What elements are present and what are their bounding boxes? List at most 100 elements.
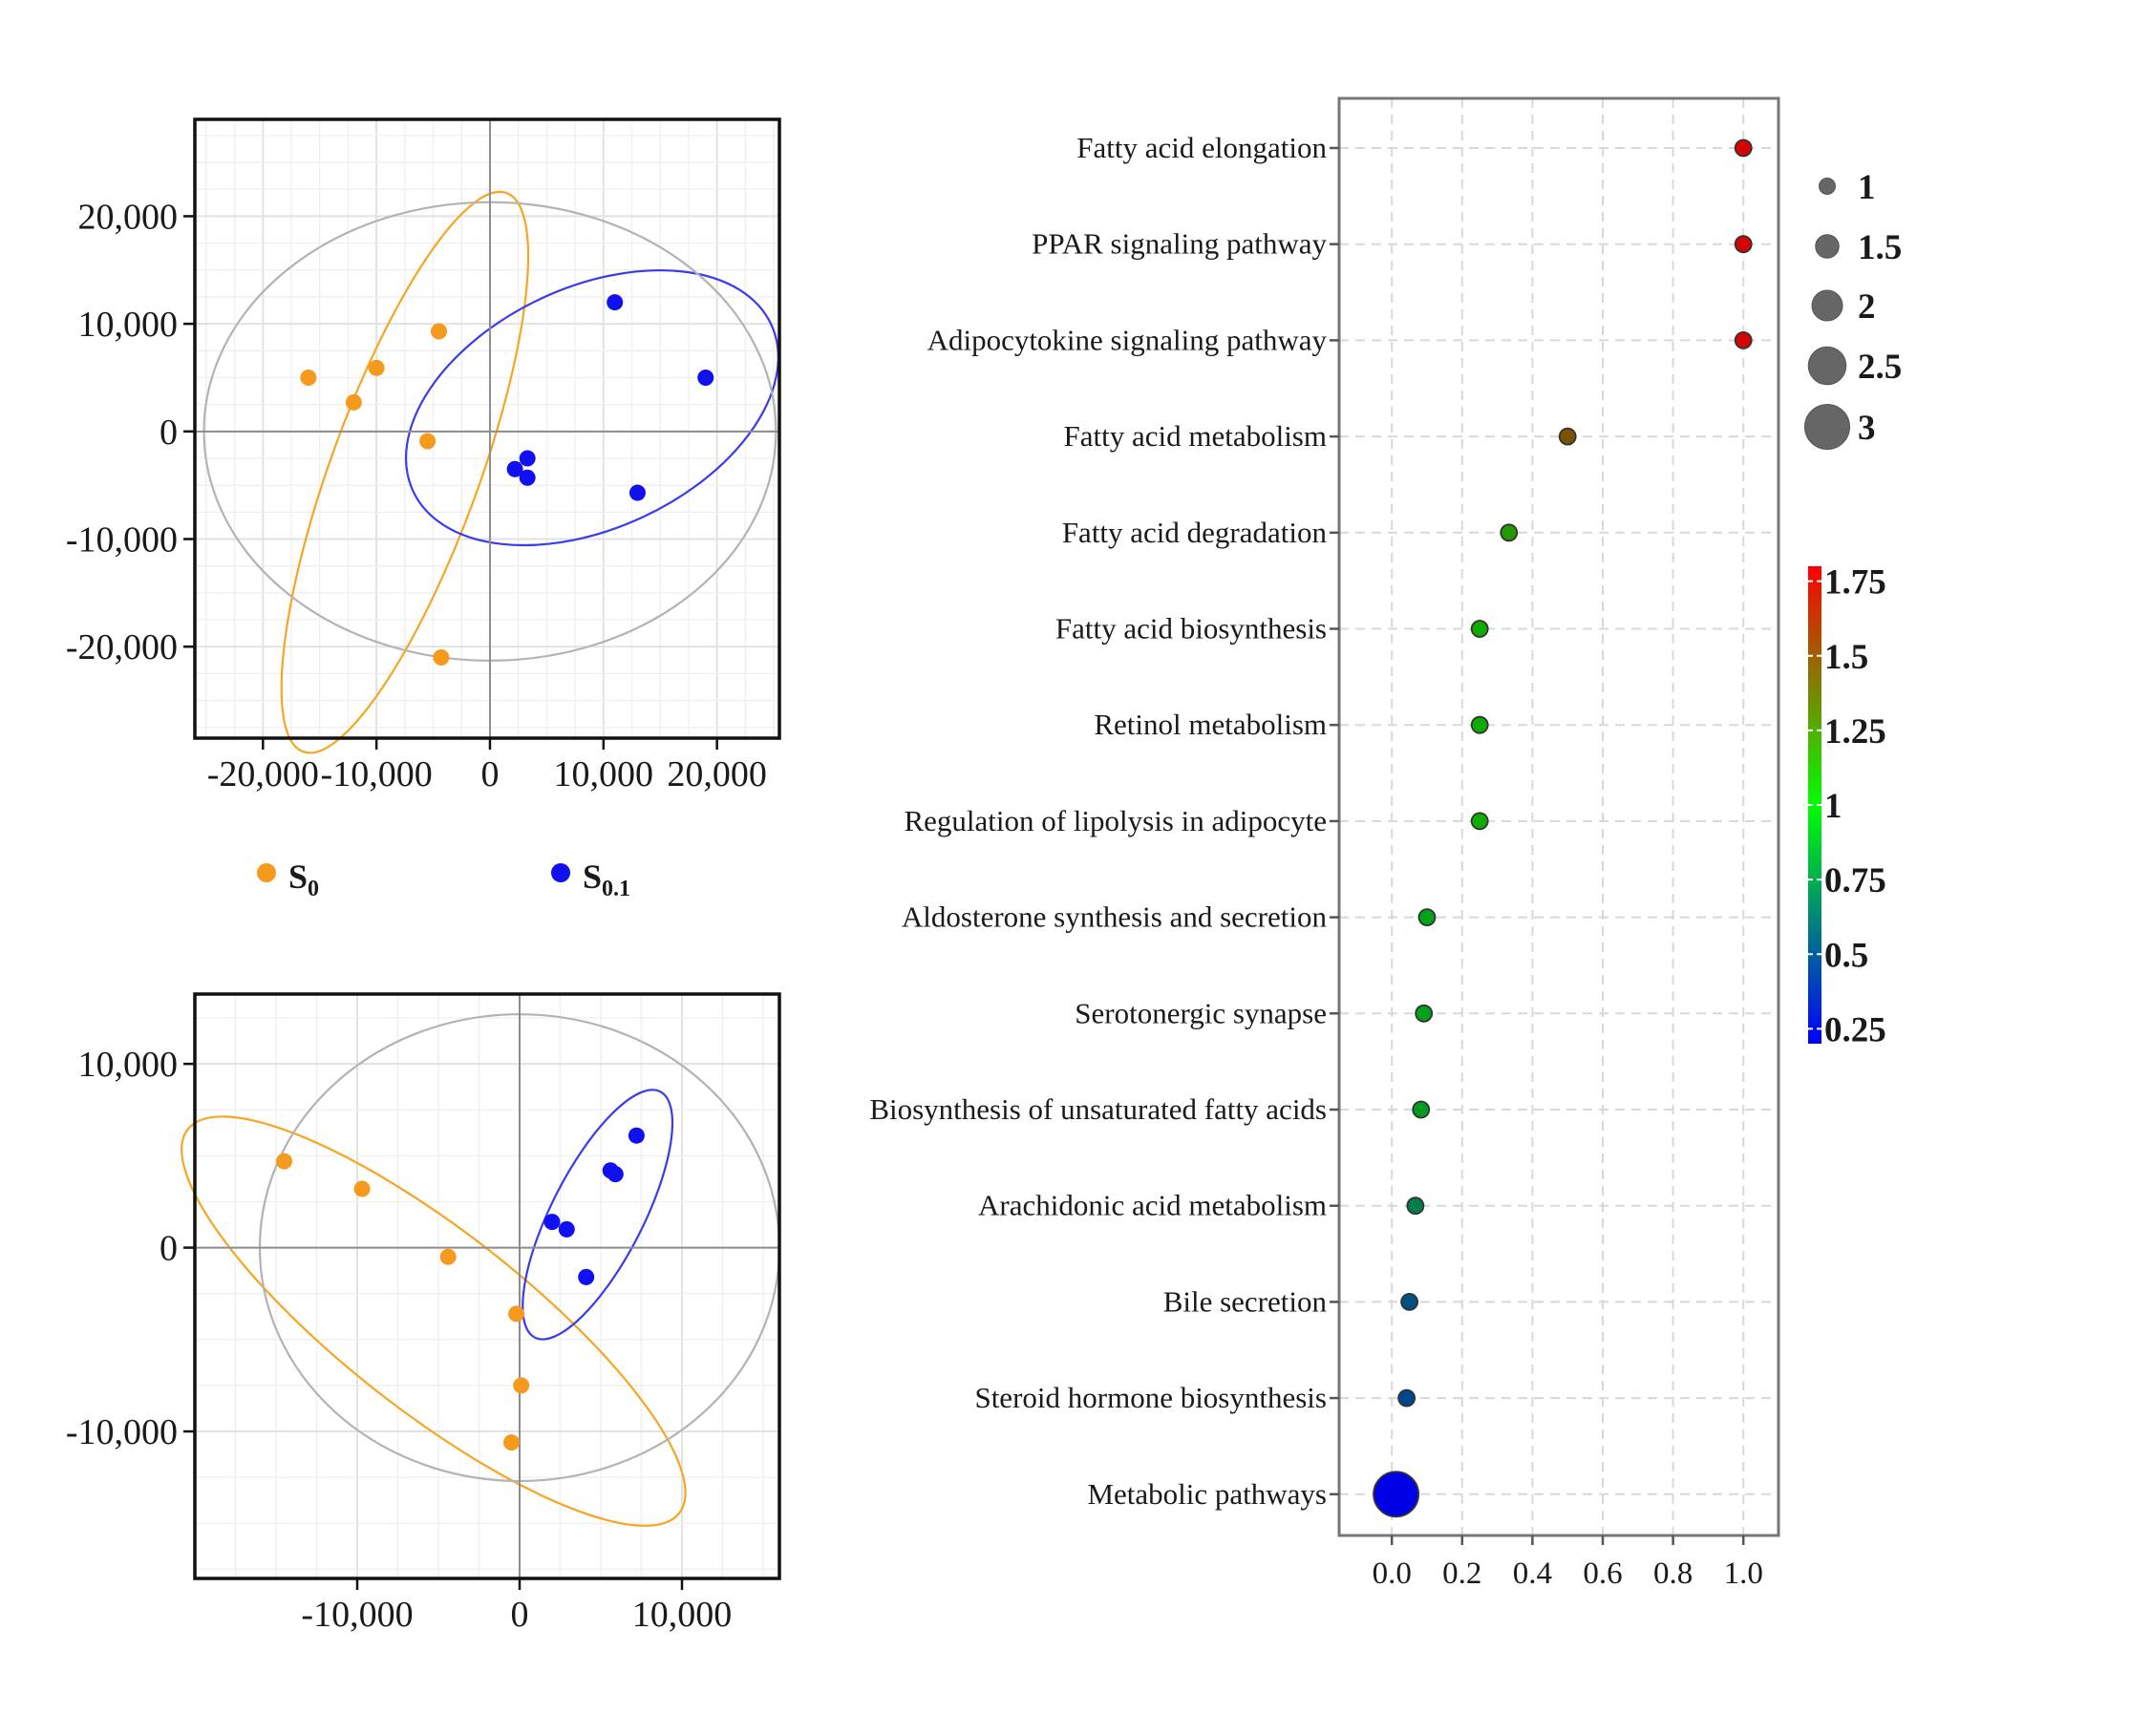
b-xtick-label: -10,000 [301, 1595, 413, 1635]
colorbar-label: 1.5 [1824, 638, 1868, 677]
panel-c-bubbles [1373, 138, 1753, 1518]
b-point-s01 [558, 1220, 575, 1238]
size-legend-label: 2 [1858, 287, 1876, 327]
a-point-s0 [433, 648, 450, 666]
panel-c-frame [1337, 96, 1780, 1537]
c-pathway-label: Fatty acid elongation [1076, 131, 1327, 164]
c-xtick-label: 0.6 [1583, 1556, 1622, 1591]
a-ytick-label: -20,000 [66, 627, 178, 667]
b-ytick-label: -10,000 [66, 1412, 178, 1452]
c-pathway-label: Aldosterone synthesis and secretion [902, 900, 1328, 934]
b-point-s0 [276, 1153, 292, 1170]
colorbar-label: 0.75 [1824, 861, 1886, 900]
c-bubble [1415, 1004, 1434, 1023]
panel-a-opls-da: -20,000 -10,000 0 10,000 20,000-20,000-10,00… [66, 117, 781, 794]
colorbar-label: 0.5 [1824, 936, 1868, 975]
a-point-s01 [697, 369, 714, 386]
a-point-s01 [607, 294, 624, 311]
b-point-s0 [513, 1377, 530, 1394]
size-legend-bubble [1811, 289, 1843, 322]
c-pathway-label: Adipocytokine signaling pathway [927, 323, 1328, 356]
panel-a-points [300, 294, 714, 666]
legend-s0-label: S0 [288, 857, 319, 901]
b-point-s0 [439, 1248, 457, 1265]
c-pathway-label: PPAR signaling pathway [1032, 227, 1327, 261]
a-ytick-label: 10,000 [78, 305, 179, 345]
b-point-s01 [628, 1127, 645, 1144]
c-bubble [1500, 523, 1519, 542]
b-xtick-label: 0 [511, 1595, 529, 1635]
c-pathway-label: Fatty acid degradation [1062, 516, 1328, 549]
panel-b-frame [193, 992, 781, 1580]
size-legend-label: 1 [1858, 168, 1876, 207]
panel-c-ticks: Fatty acid elongation PPAR signaling path… [869, 131, 1763, 1591]
size-legend-bubble [1804, 404, 1850, 450]
c-bubble [1558, 427, 1577, 446]
panel-a-grid [195, 119, 779, 738]
panel-a-frame [193, 117, 781, 740]
c-pathway-label: Arachidonic acid metabolism [978, 1189, 1327, 1222]
size-legend-label: 2.5 [1858, 348, 1902, 387]
group-legend: S0 S0.1 [257, 857, 630, 901]
colorbar [1808, 566, 1821, 1044]
size-legend-label: 3 [1858, 409, 1876, 448]
a-ytick-label: -10,000 [66, 520, 178, 561]
colorbar-label: 0.25 [1824, 1010, 1886, 1049]
a-xtick-label: 20,000 [667, 754, 767, 794]
size-legend: 1 1.5 2 2.5 3 [1804, 168, 1902, 450]
size-legend-bubble [1815, 234, 1840, 259]
c-pathway-label: Fatty acid metabolism [1063, 419, 1327, 453]
c-pathway-label: Fatty acid biosynthesis [1055, 612, 1327, 646]
c-xtick-label: 0.2 [1442, 1556, 1481, 1591]
size-legend-label: 1.5 [1858, 228, 1902, 267]
c-bubble [1400, 1293, 1418, 1311]
c-bubble [1412, 1100, 1431, 1119]
c-bubble [1373, 1471, 1420, 1518]
c-bubble [1397, 1388, 1416, 1408]
a-point-s0 [368, 359, 385, 376]
c-xtick-label: 0.0 [1373, 1556, 1412, 1591]
b-point-s0 [508, 1305, 525, 1323]
a-point-s01 [506, 460, 523, 477]
c-pathway-label: Regulation of lipolysis in adipocyte [904, 804, 1327, 837]
c-bubble [1734, 138, 1753, 158]
b-point-s0 [503, 1434, 520, 1451]
legend-s0-marker [257, 863, 276, 882]
a-point-s0 [419, 433, 437, 450]
panel-c-grid [1339, 98, 1779, 1535]
panel-b-points [276, 1127, 645, 1451]
c-pathway-label: Steroid hormone biosynthesis [974, 1381, 1327, 1414]
a-xtick-label: -20,000 [207, 754, 319, 794]
size-legend-bubble [1807, 346, 1847, 386]
c-bubble [1470, 620, 1489, 638]
a-xtick-label: -10,000 [321, 754, 433, 794]
a-point-s0 [300, 369, 317, 386]
b-point-s01 [578, 1268, 595, 1285]
c-pathway-label: Serotonergic synapse [1075, 996, 1327, 1029]
c-bubble [1406, 1196, 1425, 1216]
a-ellipse-s0 [280, 190, 530, 754]
c-xtick-label: 0.8 [1653, 1556, 1693, 1591]
a-xtick-label: 10,000 [554, 754, 654, 794]
a-ytick-label: 20,000 [78, 197, 179, 237]
c-xtick-label: 0.4 [1513, 1556, 1552, 1591]
a-point-s01 [519, 450, 536, 467]
c-pathway-label: Bile secretion [1163, 1284, 1328, 1318]
size-legend-bubble [1819, 178, 1836, 195]
panel-a-zero-lines [195, 119, 779, 738]
color-legend: 1.75 1.5 1.25 1 0.75 0.5 0.25 [1808, 563, 1886, 1049]
c-pathway-label: Biosynthesis of unsaturated fatty acids [869, 1092, 1327, 1126]
b-point-s0 [353, 1180, 371, 1197]
panel-b-zero-lines [195, 994, 779, 1578]
c-bubble [1734, 235, 1753, 254]
b-ellipse-s01 [522, 1089, 674, 1341]
colorbar-label: 1.25 [1824, 712, 1886, 752]
a-point-s01 [628, 484, 646, 501]
b-ellipse-s0 [181, 1115, 687, 1527]
panel-b-pls-da: -10,000 0 10,000 -10,000 0 10,000 [66, 992, 781, 1635]
c-bubble [1470, 812, 1489, 831]
panel-b-grid [194, 994, 779, 1578]
a-point-s0 [430, 323, 447, 340]
b-point-s01 [607, 1166, 624, 1183]
